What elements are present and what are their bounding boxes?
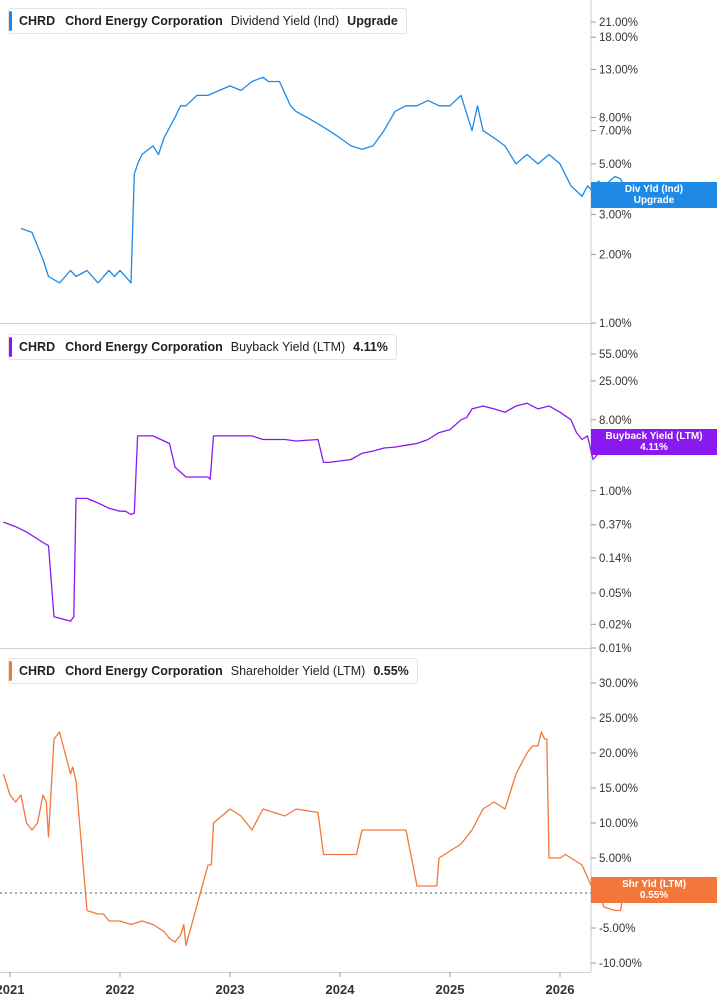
legend-value: 0.55% xyxy=(373,664,409,678)
x-tick-label: 2025 xyxy=(436,982,465,997)
y-tick-label: 0.05% xyxy=(599,588,632,600)
company-label: Chord Energy Corporation xyxy=(65,664,223,678)
company-label: Chord Energy Corporation xyxy=(65,340,223,354)
y-tick-label: -5.00% xyxy=(599,923,635,935)
tag-label: Div Yld (Ind) xyxy=(624,184,684,195)
x-tick-label: 2024 xyxy=(326,982,356,997)
y-tick-label: -10.00% xyxy=(599,958,642,970)
y-tick-label: 10.00% xyxy=(599,818,638,830)
buyback-yield-value-tag: Buyback Yield (LTM) 4.11% xyxy=(591,429,717,455)
y-tick-label: 1.00% xyxy=(599,486,632,498)
y-tick-label: 8.00% xyxy=(599,415,632,427)
y-tick-label: 21.00% xyxy=(599,17,638,29)
tag-value: 4.11% xyxy=(640,442,668,453)
dividend-yield-legend: CHRD Chord Energy Corporation Dividend Y… xyxy=(8,8,407,34)
metric-label: Buyback Yield (LTM) xyxy=(230,340,346,354)
y-tick-label: 13.00% xyxy=(599,64,638,76)
legend-color-bar xyxy=(9,661,12,681)
y-tick-label: 0.37% xyxy=(599,520,632,532)
metric-label: Shareholder Yield (LTM) xyxy=(230,664,366,678)
x-tick-label: 2022 xyxy=(106,982,135,997)
ticker-label: CHRD xyxy=(19,14,56,28)
y-tick-label: 5.00% xyxy=(599,853,632,865)
legend-value: Upgrade xyxy=(347,14,398,28)
ticker-label: CHRD xyxy=(19,340,56,354)
tag-label: Shr Yld (LTM) xyxy=(621,879,687,890)
y-tick-label: 8.00% xyxy=(599,112,632,124)
buyback-yield-legend: CHRD Chord Energy Corporation Buyback Yi… xyxy=(8,334,397,360)
ticker-label: CHRD xyxy=(19,664,56,678)
company-label: Chord Energy Corporation xyxy=(65,14,223,28)
x-tick-label: 2023 xyxy=(216,982,245,997)
metric-label: Dividend Yield (Ind) xyxy=(230,14,340,28)
legend-color-bar xyxy=(9,11,12,31)
y-tick-label: 5.00% xyxy=(599,159,632,171)
y-tick-label: 0.14% xyxy=(599,553,632,565)
x-tick-label: 2026 xyxy=(546,982,575,997)
series-line-2 xyxy=(3,402,626,622)
y-tick-label: 0.01% xyxy=(599,643,632,655)
dividend-yield-value-tag: Div Yld (Ind) Upgrade xyxy=(591,182,717,208)
legend-color-bar xyxy=(9,337,12,357)
tag-label: Buyback Yield (LTM) xyxy=(605,431,703,442)
tag-value: Upgrade xyxy=(633,195,675,206)
y-tick-label: 55.00% xyxy=(599,349,638,361)
y-tick-label: 30.00% xyxy=(599,678,638,690)
shareholder-yield-value-tag: Shr Yld (LTM) 0.55% xyxy=(591,877,717,903)
y-tick-label: 18.00% xyxy=(599,32,638,44)
series-line-3 xyxy=(2,731,626,947)
y-tick-label: 2.00% xyxy=(599,249,632,261)
y-tick-label: 7.00% xyxy=(599,126,632,138)
y-tick-label: 1.00% xyxy=(599,318,632,330)
shareholder-yield-legend: CHRD Chord Energy Corporation Shareholde… xyxy=(8,658,418,684)
y-tick-label: 0.02% xyxy=(599,619,632,631)
tag-value: 0.55% xyxy=(639,890,669,901)
legend-value: 4.11% xyxy=(353,340,388,354)
y-tick-label: 20.00% xyxy=(599,748,638,760)
series-line-1 xyxy=(20,76,626,284)
y-tick-label: 25.00% xyxy=(599,376,638,388)
y-tick-label: 25.00% xyxy=(599,713,638,725)
y-tick-label: 15.00% xyxy=(599,783,638,795)
y-tick-label: 3.00% xyxy=(599,209,632,221)
x-tick-label: 2021 xyxy=(0,982,24,997)
